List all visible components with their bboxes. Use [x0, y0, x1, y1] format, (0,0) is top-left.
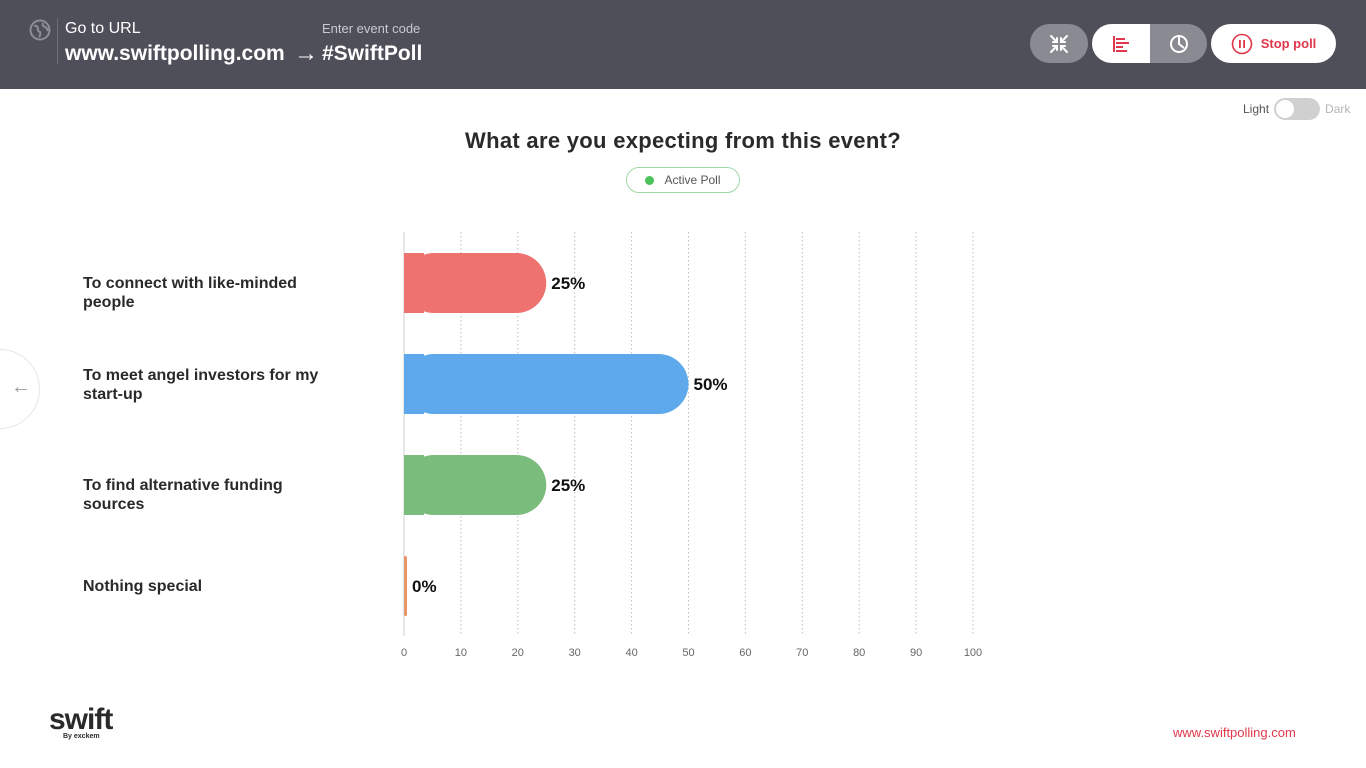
chart-bar-base: [404, 455, 424, 515]
option-label-3: To find alternative funding sources: [83, 477, 283, 513]
minimize-icon: [1050, 34, 1068, 53]
chart-type-switch: [1092, 24, 1207, 63]
bar-value-label: 0%: [412, 577, 437, 596]
arrow-left-icon: ←: [11, 376, 31, 398]
option-label-1: To connect with like-minded people: [83, 275, 297, 311]
x-tick-label: 10: [455, 647, 467, 659]
chart-bar: [404, 354, 689, 414]
event-url: www.swiftpolling.com: [65, 42, 285, 65]
chart-bar-base: [404, 253, 424, 313]
x-tick-label: 100: [964, 647, 982, 659]
x-tick-label: 70: [796, 647, 808, 659]
bar-chart-icon: [1113, 35, 1129, 52]
top-bar: Go to URL www.swiftpolling.com → Enter e…: [0, 0, 1366, 89]
footer-link[interactable]: www.swiftpolling.com: [1173, 725, 1296, 740]
goto-url-label: Go to URL: [65, 20, 141, 37]
pause-icon: [1231, 33, 1252, 54]
globe-icon: [29, 19, 51, 41]
chart-bar-base: [404, 354, 424, 414]
theme-toggle[interactable]: [1274, 98, 1321, 120]
header-divider: [57, 18, 58, 64]
minimize-button[interactable]: [1030, 24, 1088, 63]
x-tick-label: 40: [625, 647, 637, 659]
status-badge: Active Poll: [626, 167, 740, 193]
arrow-right-icon: →: [294, 40, 318, 67]
logo-wordmark: swift: [49, 703, 113, 736]
x-tick-label: 30: [569, 647, 581, 659]
pie-chart-icon: [1169, 34, 1188, 53]
x-tick-label: 60: [739, 647, 751, 659]
bar-value-label: 25%: [551, 274, 585, 293]
logo-byline: By exckem: [63, 733, 100, 740]
stop-poll-button[interactable]: Stop poll: [1211, 24, 1336, 63]
x-tick-label: 20: [512, 647, 524, 659]
bar-value-label: 50%: [694, 375, 728, 394]
poll-question: What are you expecting from this event?: [465, 128, 901, 153]
x-tick-label: 50: [682, 647, 694, 659]
theme-switch: Light Dark: [1243, 97, 1350, 121]
status-dot: [645, 175, 655, 185]
chart-bar: [404, 556, 407, 616]
bar-value-label: 25%: [551, 476, 585, 495]
pie-chart-view-button[interactable]: [1150, 24, 1207, 63]
option-label-4: Nothing special: [83, 578, 203, 595]
chart-bar: [404, 455, 547, 515]
bar-chart-view-button[interactable]: [1092, 24, 1150, 63]
toggle-knob: [1276, 100, 1295, 118]
theme-dark-label: Dark: [1325, 102, 1351, 116]
swift-logo: swift By exckem: [49, 703, 113, 741]
x-tick-label: 0: [401, 647, 407, 659]
option-label-2: To meet angel investors for my start-up: [83, 367, 319, 403]
event-code: #SwiftPoll: [322, 42, 423, 65]
stop-poll-label: Stop poll: [1260, 36, 1317, 51]
x-tick-label: 90: [910, 647, 922, 659]
status-label: Active Poll: [664, 173, 721, 187]
event-code-label: Enter event code: [322, 21, 421, 36]
theme-light-label: Light: [1243, 102, 1270, 116]
x-tick-label: 80: [853, 647, 865, 659]
chart-bar: [404, 253, 547, 313]
